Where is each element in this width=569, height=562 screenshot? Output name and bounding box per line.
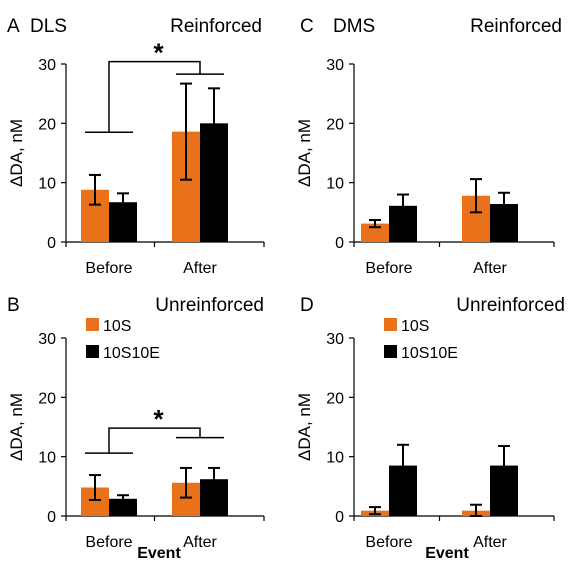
legend-swatch-10S: [86, 318, 99, 331]
panel-letter: C: [300, 16, 314, 37]
panel-letter: D: [300, 295, 314, 316]
y-tick-label: 10: [38, 176, 56, 193]
y-tick-label: 0: [335, 235, 344, 252]
x-tick-label: Before: [365, 260, 412, 277]
x-tick-label: After: [473, 260, 507, 277]
bracket-connector: [108, 60, 201, 133]
y-tick-label: 10: [326, 176, 344, 193]
y-axis-label: ΔDA, nM: [7, 393, 26, 461]
significance-bracket: *: [85, 404, 224, 454]
y-tick-label: 30: [326, 57, 344, 74]
legend-label: 10S10E: [401, 345, 458, 362]
x-axis-label: Event: [137, 545, 181, 562]
legend-swatch-10S10E: [86, 345, 99, 358]
panel-B: B Unreinforced 0 10 20 30 ΔDA, nM Before AfterEv…: [7, 295, 265, 562]
y-tick-label: 20: [38, 390, 56, 407]
y-tick-label: 30: [38, 57, 56, 74]
region-label: DLS: [30, 16, 67, 37]
y-axis-label: ΔDA, nM: [295, 393, 314, 461]
panel-C: C DMS Reinforced 0 10 20 30 ΔDA, nM Before After: [295, 16, 562, 277]
legend: 10S 10S10E: [384, 318, 458, 362]
condition-label: Reinforced: [170, 16, 262, 37]
significance-star: *: [153, 38, 164, 68]
x-tick-label: Before: [365, 534, 412, 551]
x-axis-label: Event: [425, 545, 469, 562]
region-label: DMS: [333, 16, 375, 37]
x-tick-label: After: [473, 534, 507, 551]
significance-bracket: *: [85, 38, 224, 133]
y-tick-label: 20: [326, 116, 344, 133]
significance-star: *: [153, 404, 164, 434]
x-tick-label: Before: [85, 260, 132, 277]
panel-D: D Unreinforced 0 10 20 30 ΔDA, nM Before AfterEv…: [295, 295, 565, 562]
y-tick-label: 30: [326, 331, 344, 348]
x-tick-label: Before: [85, 534, 132, 551]
y-tick-label: 20: [38, 116, 56, 133]
condition-label: Unreinforced: [456, 295, 565, 316]
bar-10S-before: [361, 223, 389, 242]
panel-letter: A: [7, 16, 20, 37]
y-tick-label: 0: [335, 509, 344, 526]
condition-label: Reinforced: [470, 16, 562, 37]
panel-letter: B: [7, 295, 20, 316]
x-tick-label: After: [183, 534, 217, 551]
y-tick-label: 0: [47, 509, 56, 526]
y-tick-label: 20: [326, 390, 344, 407]
y-tick-label: 30: [38, 331, 56, 348]
y-axis-label: ΔDA, nM: [295, 119, 314, 187]
y-tick-label: 10: [326, 450, 344, 467]
y-tick-label: 10: [38, 450, 56, 467]
legend: 10S 10S10E: [86, 318, 160, 362]
legend-swatch-10S: [384, 318, 397, 331]
legend-label: 10S: [103, 318, 131, 335]
legend-label: 10S10E: [103, 345, 160, 362]
bracket-connector: [108, 427, 201, 454]
y-axis-label: ΔDA, nM: [7, 119, 26, 187]
bar-10S10E-before: [109, 498, 137, 516]
y-tick-label: 0: [47, 235, 56, 252]
panel-A: A DLS Reinforced 0 10 20 30 ΔDA, nM Before After *: [7, 16, 265, 277]
condition-label: Unreinforced: [155, 295, 264, 316]
legend-label: 10S: [401, 318, 429, 335]
legend-swatch-10S10E: [384, 345, 397, 358]
x-tick-label: After: [183, 260, 217, 277]
